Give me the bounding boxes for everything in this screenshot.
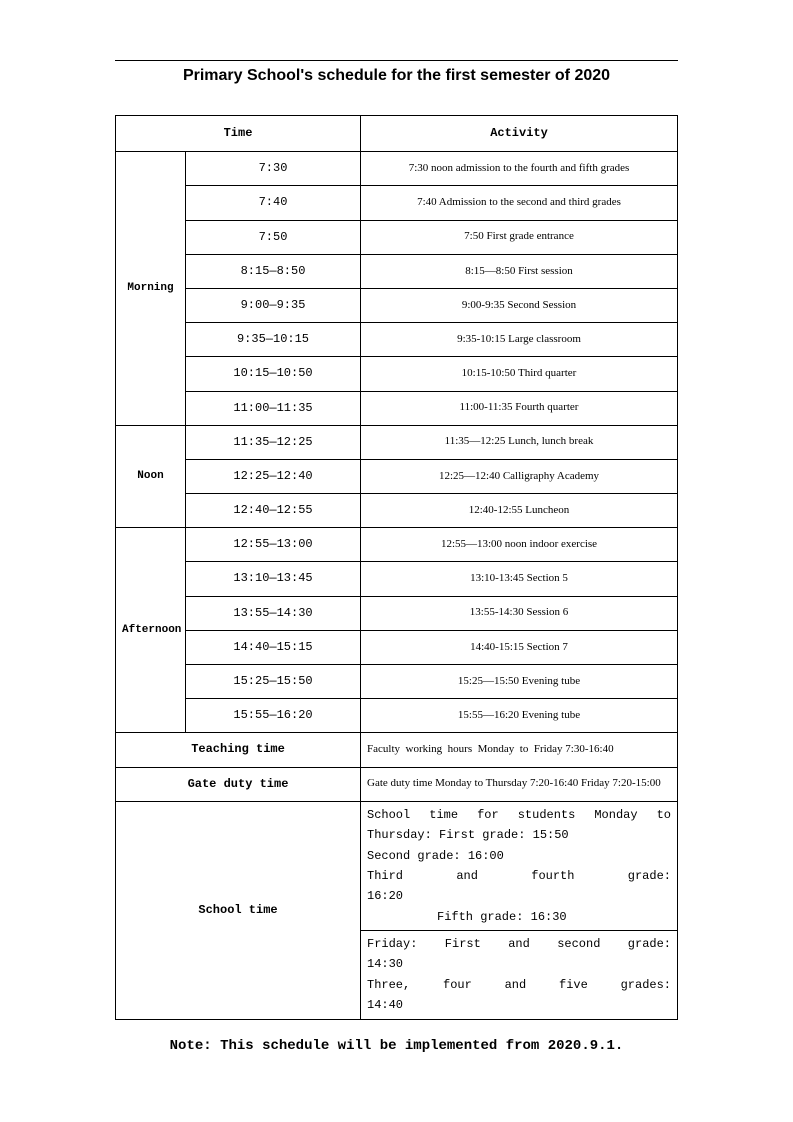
time-value: 13:55—14:30 bbox=[186, 596, 361, 630]
activity-value: 15:55—16:20 Evening tube bbox=[361, 699, 678, 733]
table-row: Morning 7:30 7:30 noon admission to the … bbox=[116, 152, 678, 186]
time-value: 9:35—10:15 bbox=[186, 323, 361, 357]
table-row: 9:00—9:359:00-9:35 Second Session bbox=[116, 288, 678, 322]
table-row: 15:25—15:5015:25—15:50 Evening tube bbox=[116, 665, 678, 699]
school-text-1: School time for students Monday to Thurs… bbox=[361, 801, 678, 930]
time-value: 12:40—12:55 bbox=[186, 494, 361, 528]
teaching-row: Teaching time Faculty working hours Mond… bbox=[116, 733, 678, 767]
table-row: 12:25—12:4012:25—12:40 Calligraphy Acade… bbox=[116, 459, 678, 493]
activity-value: 9:00-9:35 Second Session bbox=[361, 288, 678, 322]
time-value: 7:30 bbox=[186, 152, 361, 186]
table-row: 12:40—12:5512:40-12:55 Luncheon bbox=[116, 494, 678, 528]
time-value: 12:25—12:40 bbox=[186, 459, 361, 493]
table-header-row: Time Activity bbox=[116, 116, 678, 152]
school-row: School time School time for students Mon… bbox=[116, 801, 678, 930]
table-row: 11:00—11:3511:00-11:35 Fourth quarter bbox=[116, 391, 678, 425]
activity-value: 10:15-10:50 Third quarter bbox=[361, 357, 678, 391]
time-value: 10:15—10:50 bbox=[186, 357, 361, 391]
time-value: 11:00—11:35 bbox=[186, 391, 361, 425]
activity-value: 11:00-11:35 Fourth quarter bbox=[361, 391, 678, 425]
activity-value: 7:30 noon admission to the fourth and fi… bbox=[361, 152, 678, 186]
time-value: 15:25—15:50 bbox=[186, 665, 361, 699]
gate-label: Gate duty time bbox=[116, 767, 361, 801]
activity-value: 12:25—12:40 Calligraphy Academy bbox=[361, 459, 678, 493]
time-header: Time bbox=[116, 116, 361, 152]
table-row: Afternoon 12:55—13:00 12:55—13:00 noon i… bbox=[116, 528, 678, 562]
table-row: 13:10—13:4513:10-13:45 Section 5 bbox=[116, 562, 678, 596]
noon-label: Noon bbox=[116, 425, 186, 528]
table-row: 15:55—16:2015:55—16:20 Evening tube bbox=[116, 699, 678, 733]
activity-value: 13:10-13:45 Section 5 bbox=[361, 562, 678, 596]
activity-value: 8:15—8:50 First session bbox=[361, 254, 678, 288]
teaching-label: Teaching time bbox=[116, 733, 361, 767]
time-value: 12:55—13:00 bbox=[186, 528, 361, 562]
time-value: 14:40—15:15 bbox=[186, 630, 361, 664]
activity-value: 14:40-15:15 Section 7 bbox=[361, 630, 678, 664]
teaching-text: Faculty working hours Monday to Friday 7… bbox=[361, 733, 678, 767]
schedule-table: Time Activity Morning 7:30 7:30 noon adm… bbox=[115, 115, 678, 1020]
table-row: 7:507:50 First grade entrance bbox=[116, 220, 678, 254]
table-row: 7:407:40 Admission to the second and thi… bbox=[116, 186, 678, 220]
table-row: 10:15—10:5010:15-10:50 Third quarter bbox=[116, 357, 678, 391]
activity-value: 15:25—15:50 Evening tube bbox=[361, 665, 678, 699]
time-value: 7:50 bbox=[186, 220, 361, 254]
time-value: 13:10—13:45 bbox=[186, 562, 361, 596]
afternoon-label: Afternoon bbox=[116, 528, 186, 733]
activity-value: 12:40-12:55 Luncheon bbox=[361, 494, 678, 528]
table-row: 13:55—14:3013:55-14:30 Session 6 bbox=[116, 596, 678, 630]
table-row: Noon 11:35—12:25 11:35—12:25 Lunch, lunc… bbox=[116, 425, 678, 459]
activity-value: 12:55—13:00 noon indoor exercise bbox=[361, 528, 678, 562]
time-value: 8:15—8:50 bbox=[186, 254, 361, 288]
school-label: School time bbox=[116, 801, 361, 1019]
activity-value: 11:35—12:25 Lunch, lunch break bbox=[361, 425, 678, 459]
activity-value: 7:40 Admission to the second and third g… bbox=[361, 186, 678, 220]
time-value: 7:40 bbox=[186, 186, 361, 220]
table-row: 8:15—8:508:15—8:50 First session bbox=[116, 254, 678, 288]
morning-label: Morning bbox=[116, 152, 186, 426]
activity-value: 13:55-14:30 Session 6 bbox=[361, 596, 678, 630]
gate-row: Gate duty time Gate duty time Monday to … bbox=[116, 767, 678, 801]
activity-value: 9:35-10:15 Large classroom bbox=[361, 323, 678, 357]
time-value: 11:35—12:25 bbox=[186, 425, 361, 459]
time-value: 15:55—16:20 bbox=[186, 699, 361, 733]
activity-header: Activity bbox=[361, 116, 678, 152]
table-row: 9:35—10:159:35-10:15 Large classroom bbox=[116, 323, 678, 357]
page-title: Primary School's schedule for the first … bbox=[115, 67, 678, 85]
note-text: Note: This schedule will be implemented … bbox=[115, 1038, 678, 1054]
gate-text: Gate duty time Monday to Thursday 7:20-1… bbox=[361, 767, 678, 801]
table-row: 14:40—15:1514:40-15:15 Section 7 bbox=[116, 630, 678, 664]
activity-value: 7:50 First grade entrance bbox=[361, 220, 678, 254]
time-value: 9:00—9:35 bbox=[186, 288, 361, 322]
school-text-2: Friday: First and second grade: 14:30 Th… bbox=[361, 931, 678, 1020]
